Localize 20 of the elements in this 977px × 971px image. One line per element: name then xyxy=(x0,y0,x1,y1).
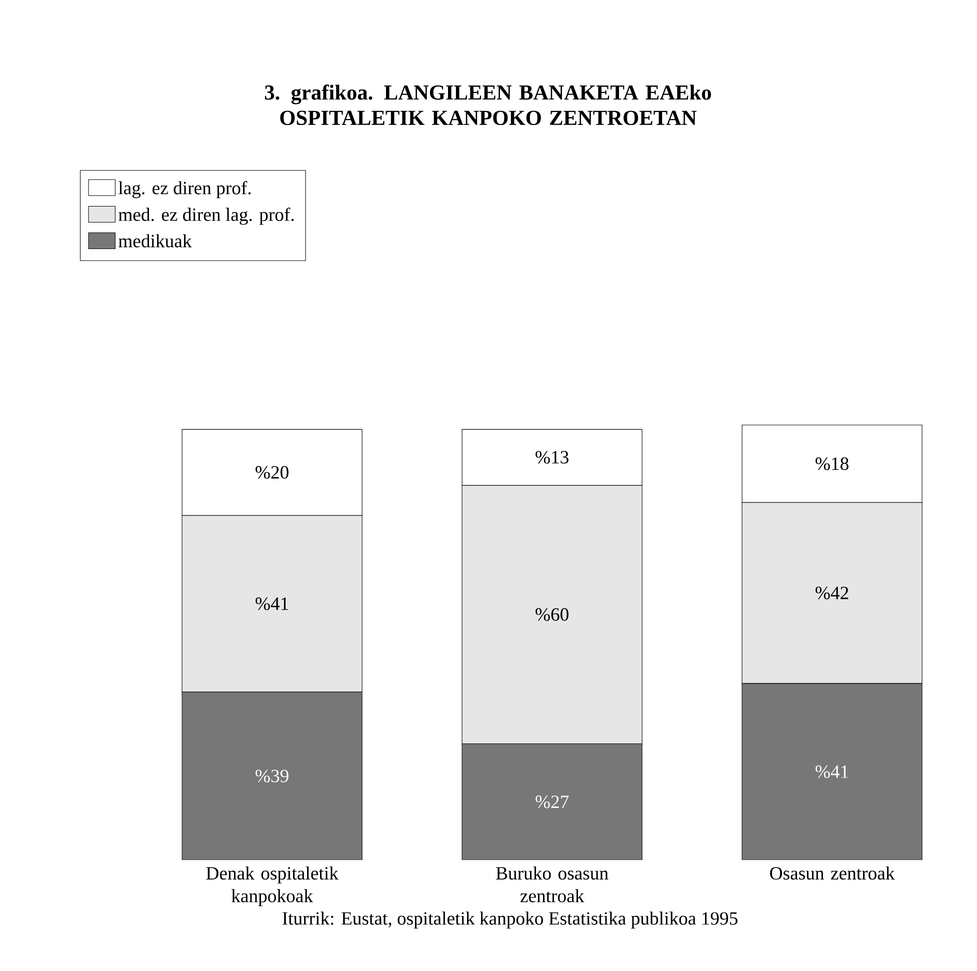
data-label: %42 xyxy=(816,586,848,600)
x-tick-label: Osasun zentroak xyxy=(770,866,895,880)
data-label: %39 xyxy=(256,770,288,782)
bar xyxy=(742,683,922,860)
legend-label: medikuak xyxy=(118,234,192,248)
legend-label: med. ez diren lag. prof. xyxy=(118,208,294,225)
x-tick-label: Denak ospitaletik kanpokoak xyxy=(206,866,338,906)
text: Iturrik: Eustat, ospitaletik kanpoko Estatistika publikoa 1995 xyxy=(282,912,738,929)
chart-title: 3. grafikoa. LANGILEEN BANAKETA EAEko OSPITALETIK KANPOKO ZENTROETAN xyxy=(264,84,711,126)
bar xyxy=(462,743,642,860)
data-label: %18 xyxy=(816,457,848,470)
data-label: %13 xyxy=(536,450,568,464)
data-label: %20 xyxy=(256,466,288,479)
data-label: %41 xyxy=(816,765,848,778)
data-label: %27 xyxy=(536,796,569,808)
data-label: %60 xyxy=(536,608,568,621)
data-label: %41 xyxy=(256,597,288,610)
bar xyxy=(182,692,362,860)
legend-label: lag. ez diren prof. xyxy=(118,181,251,198)
x-tick-label: Buruko osasun zentroak xyxy=(496,866,608,902)
